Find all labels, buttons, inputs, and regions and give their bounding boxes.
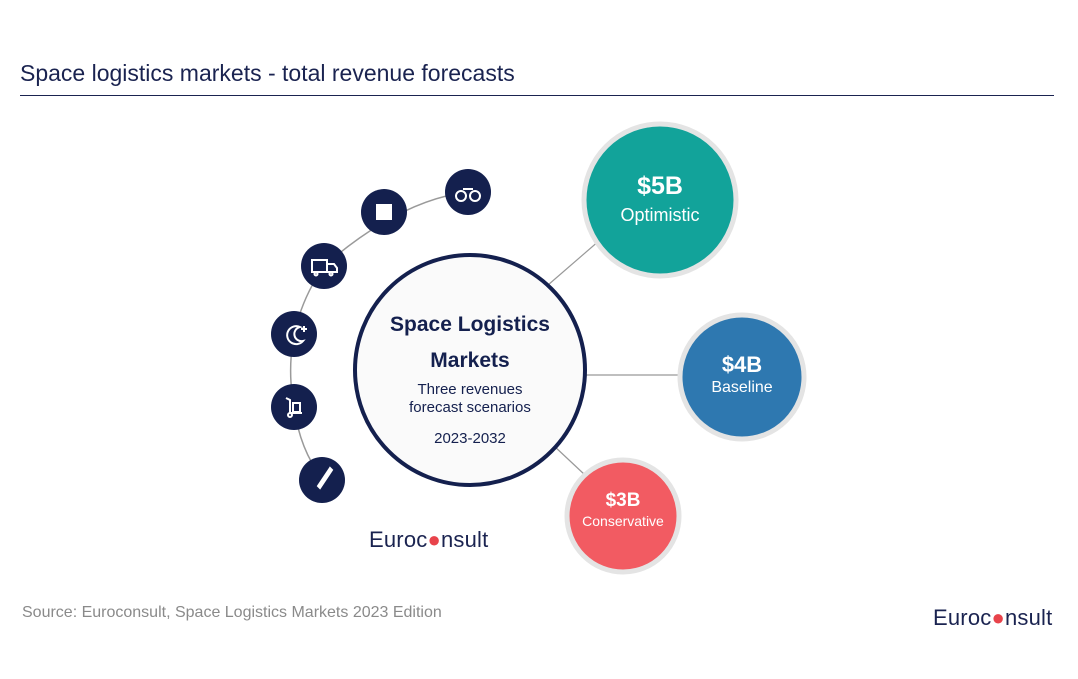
connector-conservative [552,444,586,476]
center-years: 2023-2032 [434,430,506,447]
conservative-circle [564,457,682,575]
truck-icon [301,243,347,289]
euroconsult-logo-footer: Euroc●nsult [933,605,1053,630]
center-circle [353,253,587,487]
euroconsult-logo-center: Euroc●nsult [369,527,489,552]
conservative-value: $3B [605,490,641,511]
baseline-label: Baseline [711,379,773,396]
optimistic-value: $5B [637,172,683,200]
binoculars-icon [445,169,491,215]
connector-optimistic [547,239,601,286]
center-subtitle: Three revenues forecast scenarios [370,381,570,417]
center-title-line2: Markets [430,349,510,372]
title-divider [20,95,1054,96]
center-sub-line2: forecast scenarios [409,399,531,416]
optimistic-circle [581,121,739,279]
center-title: Space Logistics Markets [370,307,570,379]
slide-title: Space logistics markets - total revenue … [20,60,515,86]
conservative-label: Conservative [582,513,664,529]
baseline-value: $4B [721,352,763,377]
source-note: Source: Euroconsult, Space Logistics Mar… [22,604,442,621]
center-sub-line1: Three revenues [417,381,523,398]
center-title-line1: Space Logistics [390,313,550,336]
optimistic-label: Optimistic [620,205,700,225]
baseline-circle [677,312,807,442]
